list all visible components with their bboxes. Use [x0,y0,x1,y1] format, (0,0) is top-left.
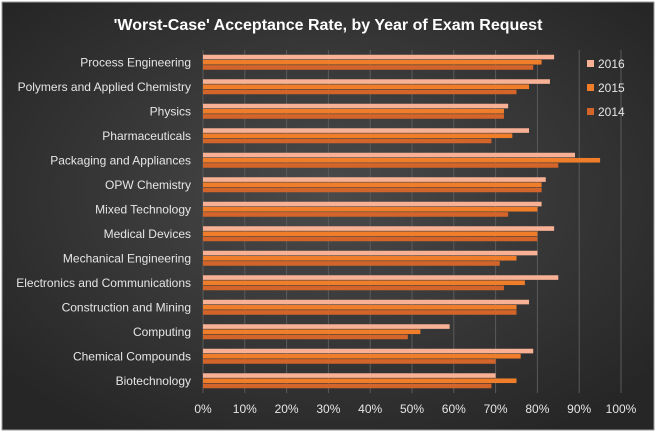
bar-2015 [203,378,517,384]
x-tick-label: 80% [525,402,549,416]
bar-2015 [203,255,517,261]
x-tick-label: 20% [275,402,299,416]
bar-2014 [203,310,517,315]
category-label: Chemical Compounds [73,349,191,363]
bar-2016 [203,152,576,158]
bar-2016 [203,79,550,84]
category-label: Mechanical Engineering [63,251,191,265]
bar-2014 [203,383,492,389]
category-label: Process Engineering [80,55,191,69]
x-tick-label: 90% [567,402,591,416]
bars [203,54,601,389]
bar-2014 [203,89,517,95]
bar-2014 [203,163,559,168]
legend-label-2015: 2015 [598,81,625,95]
legend-label-2014: 2014 [598,105,625,119]
category-label: Packaging and Appliances [50,153,191,167]
bar-2015 [203,329,421,335]
category-label: Biotechnology [116,374,191,388]
bar-2016 [203,275,559,280]
legend-label-2016: 2016 [598,57,625,71]
category-label: Pharmaceuticals [102,129,191,143]
chart-title: 'Worst-Case' Acceptance Rate, by Year of… [114,17,543,34]
bar-2015 [203,206,538,212]
bar-2015 [203,182,542,188]
x-tick-label: 70% [484,402,508,416]
x-tick-label: 30% [316,402,340,416]
legend-swatch-2016 [587,60,594,67]
bar-2015 [203,84,530,90]
bar-2016 [203,324,450,329]
bar-2015 [203,133,513,139]
bar-2015 [203,157,601,163]
x-tick-label: 60% [442,402,466,416]
bar-2015 [203,59,542,65]
x-tick-label: 0% [194,402,212,416]
category-label: Physics [150,104,191,118]
bar-2014 [203,138,492,144]
bar-2014 [203,359,496,364]
bar-2016 [203,348,534,354]
legend: 2016 2015 2014 [587,57,625,119]
bar-2016 [203,226,555,231]
bar-2015 [203,231,538,237]
category-label: Construction and Mining [62,300,191,314]
x-tick-label: 10% [233,402,257,416]
bar-2014 [203,187,542,193]
x-tick-label: 50% [400,402,424,416]
category-label: Electronics and Communications [16,276,191,290]
bar-2016 [203,373,496,378]
bar-2014 [203,334,408,340]
bar-2016 [203,250,538,256]
bar-2014 [203,285,504,291]
category-label: Computing [133,325,191,339]
category-label: OPW Chemistry [105,178,191,192]
bar-2015 [203,353,521,359]
legend-swatch-2015 [587,84,594,91]
category-label: Mixed Technology [95,202,191,216]
bar-2014 [203,65,534,70]
category-labels: Process Engineering Polymers and Applied … [16,55,191,388]
legend-swatch-2014 [587,108,594,115]
x-tick-labels: 0% 10% 20% 30% 40% 50% 60% 70% 80% 90% 100% [194,402,636,416]
bar-2014 [203,236,538,242]
bar-2016 [203,128,530,133]
bar-2014 [203,114,504,119]
bar-2014 [203,212,509,217]
bar-2015 [203,280,525,286]
bar-2015 [203,304,517,310]
bar-2016 [203,54,555,60]
bar-2016 [203,103,509,109]
bar-2015 [203,108,504,114]
x-tick-label: 40% [358,402,382,416]
category-label: Polymers and Applied Chemistry [18,80,191,94]
bar-2014 [203,261,500,266]
bar-2016 [203,299,530,305]
bar-2016 [203,201,542,207]
bar-2016 [203,177,546,182]
category-label: Medical Devices [104,227,191,241]
x-tick-label: 100% [606,402,637,416]
